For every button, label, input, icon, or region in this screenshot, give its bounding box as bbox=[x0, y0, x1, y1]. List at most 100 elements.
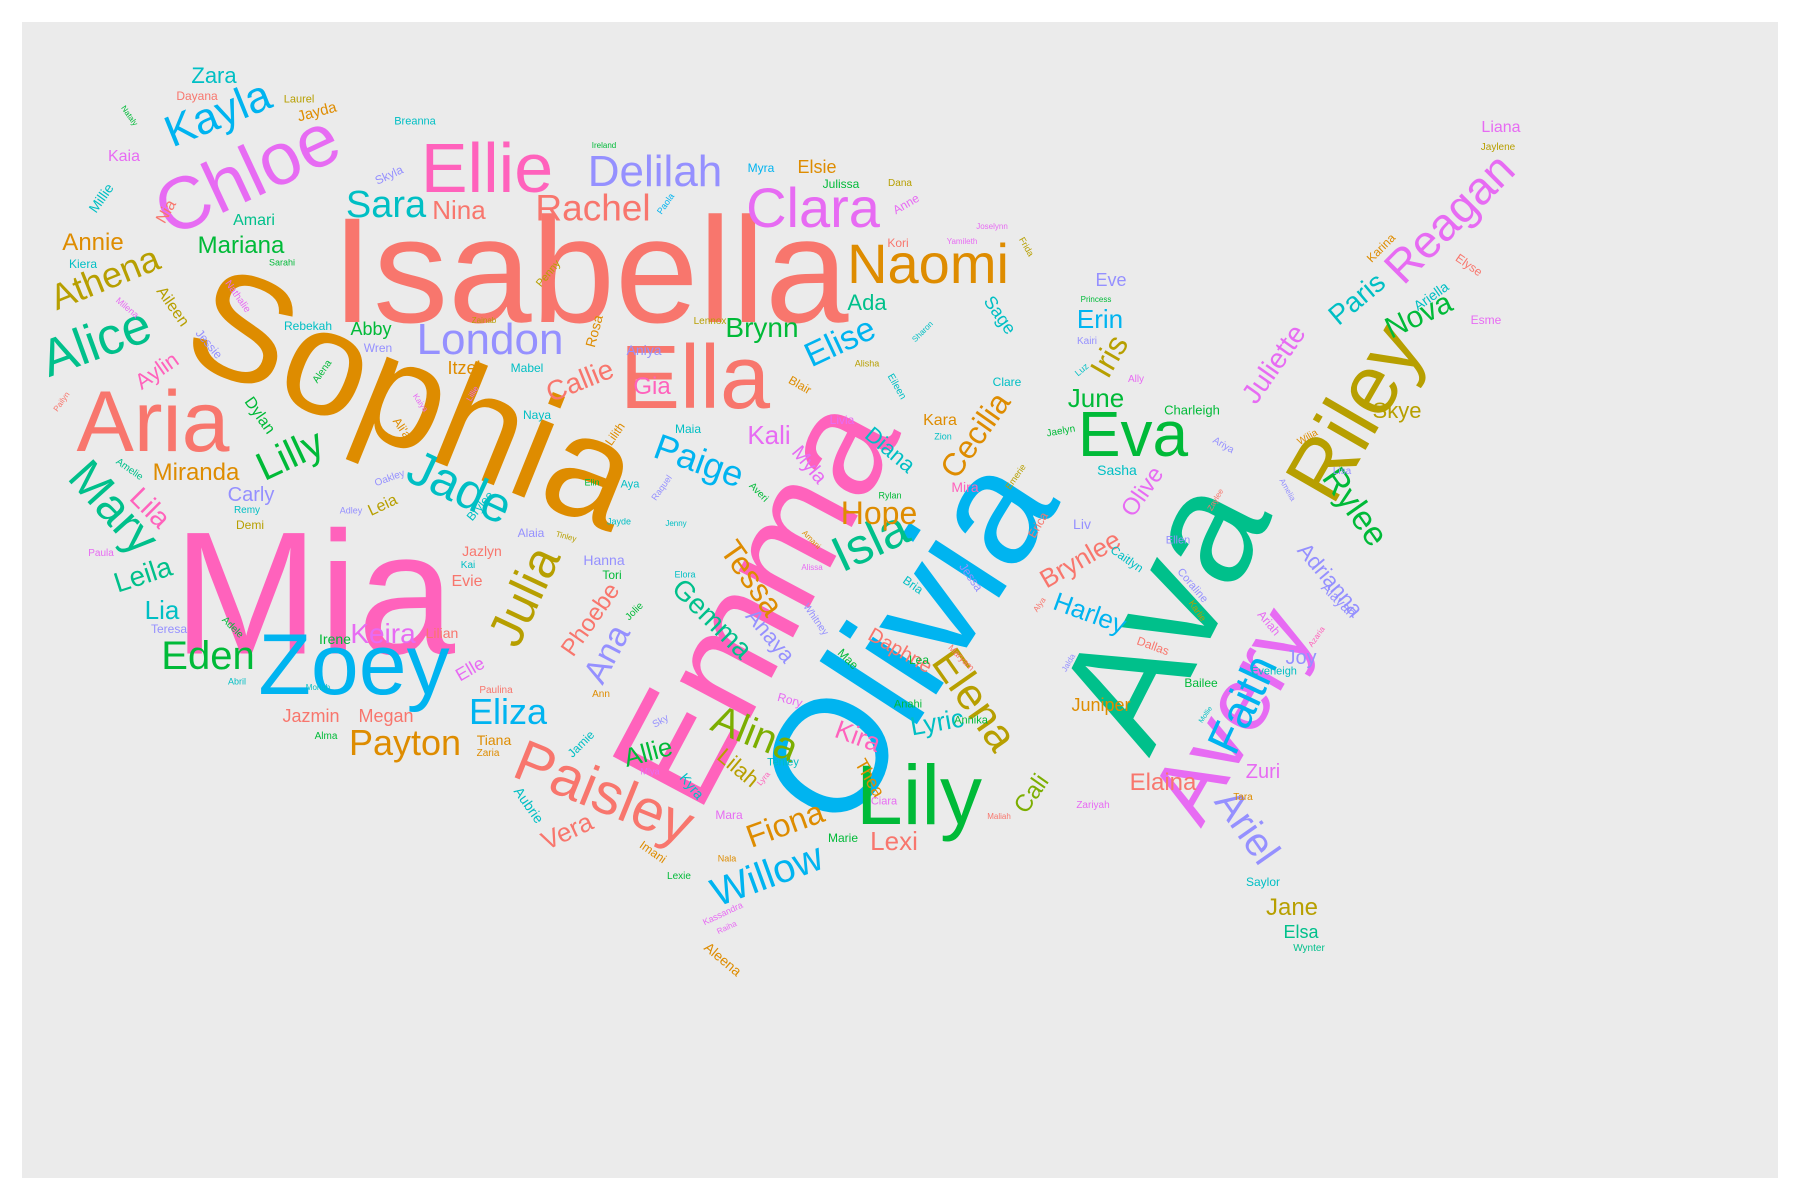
word-jolie: Jolie bbox=[623, 600, 646, 623]
word-naya: Naya bbox=[522, 408, 552, 422]
word-myra: Myra bbox=[747, 161, 775, 175]
word-juliette: Juliette bbox=[1235, 318, 1312, 409]
word-anne: Anne bbox=[890, 190, 922, 218]
word-joselynn: Joselynn bbox=[976, 222, 1008, 231]
word-nina: Nina bbox=[432, 195, 486, 225]
word-sharon: Sharon bbox=[910, 319, 935, 344]
word-aya: Aya bbox=[620, 478, 640, 491]
word-dana: Dana bbox=[888, 178, 912, 189]
word-pailyn: Pailyn bbox=[51, 390, 72, 414]
word-ann: Ann bbox=[592, 689, 610, 700]
word-keira: Keira bbox=[350, 618, 416, 649]
word-elin: Elin bbox=[584, 477, 600, 488]
word-lexie: Lexie bbox=[667, 871, 691, 882]
word-miranda: Miranda bbox=[152, 459, 240, 486]
word-zuri: Zuri bbox=[1245, 761, 1281, 783]
word-hope: Hope bbox=[840, 495, 918, 531]
word-moriah: Moriah bbox=[305, 683, 331, 692]
word-rebekah: Rebekah bbox=[283, 319, 333, 333]
word-lisa: Lisa bbox=[1332, 466, 1352, 477]
word-wren: Wren bbox=[363, 341, 393, 355]
word-tara: Tara bbox=[1233, 792, 1253, 803]
word-zion: Zion bbox=[934, 431, 952, 442]
word-annie: Annie bbox=[62, 229, 124, 256]
word-payton: Payton bbox=[348, 722, 462, 763]
word-paulina: Paulina bbox=[479, 685, 513, 696]
word-mariana: Mariana bbox=[197, 232, 285, 259]
word-breanna: Breanna bbox=[394, 115, 436, 128]
word-irene: Irene bbox=[319, 631, 351, 647]
word-frida: Frida bbox=[1016, 235, 1036, 259]
word-jenny: Jenny bbox=[665, 519, 687, 528]
word-naomi: Naomi bbox=[847, 232, 1009, 295]
word-raiha: Raiha bbox=[715, 919, 739, 937]
word-jayde: Jayde bbox=[606, 516, 632, 527]
word-ellie: Ellie bbox=[420, 129, 554, 207]
word-aria: Aria bbox=[76, 374, 230, 470]
word-lennox: Lennox bbox=[693, 316, 727, 327]
word-lea: Lea bbox=[908, 653, 930, 667]
word-lilian: Lilian bbox=[425, 625, 459, 641]
word-tenley: Tenley bbox=[767, 756, 799, 769]
word-eva: Eva bbox=[1077, 398, 1189, 470]
word-teresa: Teresa bbox=[150, 622, 188, 636]
word-miya: Miya bbox=[640, 766, 660, 777]
word-maliah: Maliah bbox=[987, 812, 1011, 821]
word-sara: Sara bbox=[345, 184, 427, 226]
word-elsie: Elsie bbox=[797, 157, 837, 177]
word-ada: Ada bbox=[847, 290, 887, 315]
word-paula: Paula bbox=[88, 548, 114, 559]
word-yamileth: Yamileth bbox=[946, 237, 978, 246]
word-june: June bbox=[1067, 383, 1125, 413]
word-remy: Remy bbox=[233, 505, 261, 516]
word-eden: Eden bbox=[161, 634, 255, 678]
word-anahi: Anahi bbox=[893, 698, 923, 711]
word-laurel: Laurel bbox=[283, 93, 315, 106]
word-rylee: Rylee bbox=[1314, 460, 1396, 554]
word-kori: Kori bbox=[887, 236, 909, 250]
word-sarahi: Sarahi bbox=[268, 257, 296, 268]
word-eve: Eve bbox=[1095, 270, 1127, 290]
word-kai: Kai bbox=[460, 560, 476, 571]
word-saylor: Saylor bbox=[1245, 875, 1281, 889]
word-ella: Ella bbox=[619, 328, 771, 428]
word-abby: Abby bbox=[350, 319, 392, 339]
word-clare: Clare bbox=[992, 375, 1022, 389]
word-kairi: Kairi bbox=[1076, 336, 1098, 347]
word-alma: Alma bbox=[314, 731, 338, 742]
word-delilah: Delilah bbox=[587, 147, 723, 196]
word-elsa: Elsa bbox=[1283, 922, 1319, 942]
word-sage: Sage bbox=[979, 292, 1021, 338]
word-princess: Princess bbox=[1080, 295, 1112, 304]
word-julissa: Julissa bbox=[822, 177, 860, 191]
word-alissa: Alissa bbox=[801, 563, 823, 572]
word-marie: Marie bbox=[827, 831, 859, 845]
word-charleigh: Charleigh bbox=[1164, 402, 1220, 418]
word-megan: Megan bbox=[358, 706, 414, 726]
word-luz: Luz bbox=[1072, 361, 1091, 379]
word-clara: Clara bbox=[746, 176, 880, 239]
word-elora: Elora bbox=[674, 569, 696, 580]
word-mabel: Mabel bbox=[510, 361, 544, 375]
word-brynn: Brynn bbox=[725, 312, 799, 343]
word-elle: Elle bbox=[452, 652, 488, 686]
word-elyse: Elyse bbox=[1452, 250, 1486, 280]
word-nala: Nala bbox=[717, 853, 737, 864]
word-bailee: Bailee bbox=[1184, 676, 1218, 690]
word-tori: Tori bbox=[602, 568, 622, 582]
word-leila: Leila bbox=[109, 550, 176, 599]
word-eliza: Eliza bbox=[468, 691, 548, 732]
word-annika: Annika bbox=[954, 714, 988, 727]
word-lily: Lily bbox=[855, 748, 983, 842]
word-mia: Mia bbox=[173, 496, 455, 692]
word-kara: Kara bbox=[923, 412, 957, 429]
word-millie: Millie bbox=[85, 180, 117, 216]
word-zainab: Zainab bbox=[471, 316, 497, 325]
word-zariyah: Zariyah bbox=[1076, 800, 1110, 811]
word-zaria: Zaria bbox=[476, 748, 500, 759]
word-zoey: Zoey bbox=[258, 617, 450, 713]
word-lia: Lia bbox=[144, 595, 180, 625]
word-mira: Mira bbox=[951, 479, 979, 495]
word-rylan: Rylan bbox=[878, 490, 902, 501]
word-tiana: Tiana bbox=[476, 732, 512, 748]
